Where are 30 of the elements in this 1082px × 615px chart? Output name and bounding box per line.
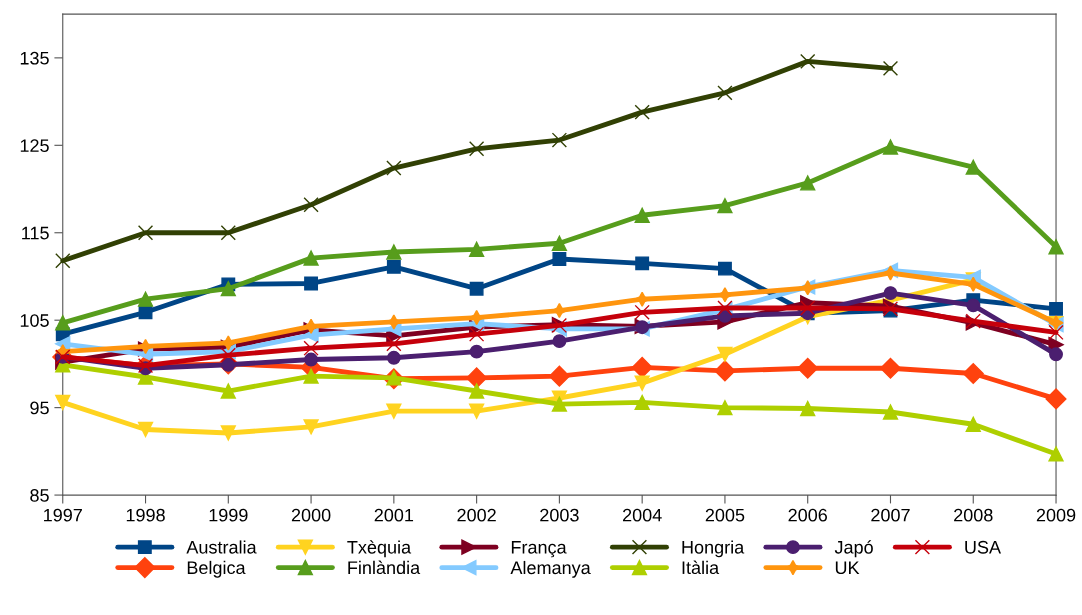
x-tick-label: 2008 bbox=[954, 508, 993, 522]
x-tick-label: 2005 bbox=[705, 508, 745, 522]
legend-label: Alemanya bbox=[510, 560, 591, 578]
legend-label: Hongria bbox=[682, 540, 745, 558]
legend-label: Finlàndia bbox=[348, 560, 421, 575]
legend-label: USA bbox=[965, 540, 1002, 554]
legend-label: Japó bbox=[834, 540, 873, 558]
legend-label: Txèquia bbox=[347, 540, 412, 558]
x-tick-label: 2006 bbox=[788, 508, 827, 522]
x-tick-label: 2004 bbox=[622, 508, 662, 522]
legend-label: Belgica bbox=[187, 560, 246, 578]
legend-label: França bbox=[511, 541, 567, 558]
y-tick-label: 135 bbox=[20, 51, 49, 65]
x-tick-label: 2002 bbox=[457, 508, 496, 522]
x-tick-label: 2007 bbox=[871, 508, 910, 522]
y-tick-label: 95 bbox=[30, 401, 49, 415]
x-tick-label: 2001 bbox=[374, 508, 414, 522]
x-tick-label: 1998 bbox=[126, 508, 165, 522]
x-tick-label: 2000 bbox=[291, 508, 331, 522]
x-tick-label: 2009 bbox=[1036, 508, 1076, 522]
legend-label: Australia bbox=[186, 540, 257, 554]
legend-label: UK bbox=[835, 561, 860, 575]
y-tick-label: 125 bbox=[20, 139, 49, 153]
y-tick-label: 115 bbox=[22, 226, 49, 240]
x-tick-label: 1997 bbox=[44, 508, 82, 522]
y-tick-label: 105 bbox=[20, 314, 49, 327]
y-tick-label: 85 bbox=[30, 489, 49, 502]
legend-label: Itàlia bbox=[682, 560, 720, 575]
x-tick-label: 2003 bbox=[540, 508, 579, 522]
x-tick-label: 1999 bbox=[209, 508, 248, 522]
